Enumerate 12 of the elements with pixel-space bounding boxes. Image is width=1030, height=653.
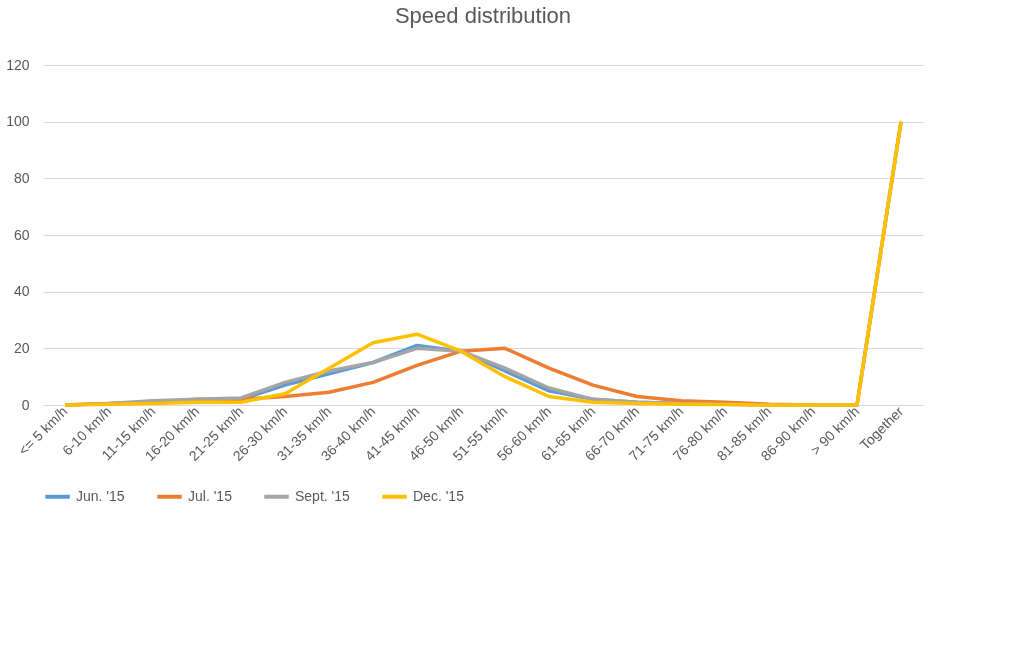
y-tick-label: 40	[13, 283, 30, 300]
legend-label: Sept. '15	[295, 487, 351, 504]
legend-label: Dec. '15	[413, 487, 465, 504]
chart-title: Speed distribution	[394, 3, 572, 28]
y-tick-label: 100	[6, 113, 30, 130]
legend-label: Jun. '15	[76, 487, 125, 504]
y-tick-label: 80	[13, 169, 30, 186]
y-tick-label: 60	[13, 226, 30, 243]
legend-label: Jul. '15	[188, 487, 233, 504]
y-tick-label: 120	[6, 56, 30, 73]
y-tick-label: 0	[21, 396, 30, 413]
y-tick-label: 20	[13, 339, 30, 356]
